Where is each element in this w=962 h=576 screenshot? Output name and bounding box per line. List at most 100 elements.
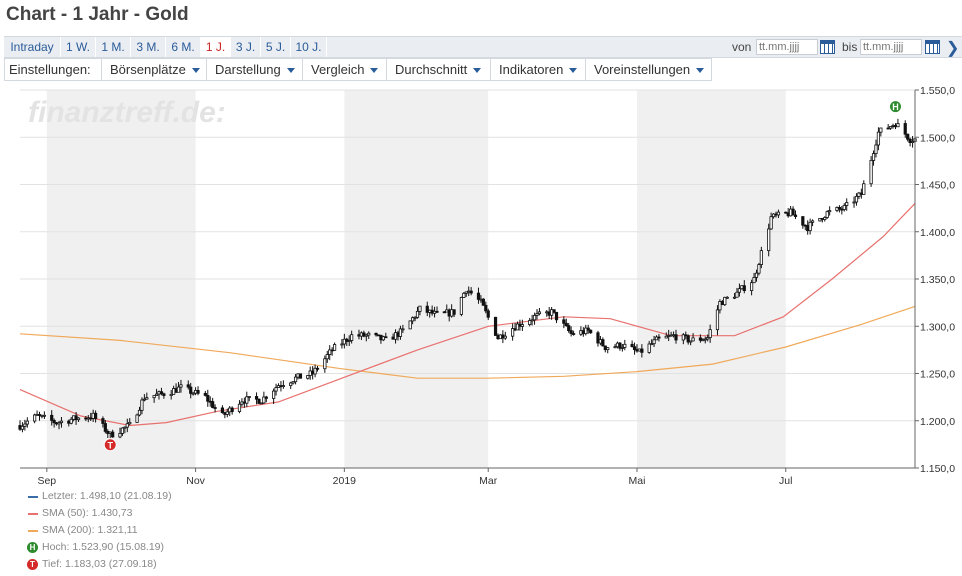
candle-body: [162, 393, 166, 396]
legend-item: H Hoch: 1.523,90 (15.08.19): [27, 539, 172, 556]
legend-swatch: [28, 513, 38, 515]
candle-body: [435, 310, 439, 313]
candle-body: [384, 336, 388, 339]
candle-body: [23, 423, 27, 427]
candle-body: [769, 216, 773, 230]
menu-darstellung[interactable]: Darstellung: [206, 59, 302, 80]
menu-indikatoren[interactable]: Indikatoren: [490, 59, 585, 80]
candle-body: [408, 320, 412, 330]
candle-body: [213, 407, 217, 409]
candle-body: [757, 264, 761, 274]
from-label: von: [732, 40, 752, 54]
tab-3-j[interactable]: 3 J.: [231, 37, 261, 57]
candle-body: [50, 414, 54, 421]
candle-body: [623, 343, 627, 348]
next-arrow-icon[interactable]: ❯: [946, 40, 960, 57]
candle-body: [462, 292, 466, 298]
period-tabbar: Intraday 1 W. 1 M. 3 M. 6 M. 1 J. 3 J. 5 J. 10 J…: [4, 36, 962, 58]
candle-body: [125, 423, 129, 428]
settings-bar: Einstellungen: Börsenplätze Darstellung Ve…: [4, 58, 712, 81]
tab-1-j[interactable]: 1 J.: [201, 37, 231, 57]
candle-body: [398, 328, 403, 337]
candle-body: [220, 407, 225, 414]
candle-body: [93, 412, 98, 420]
candle-body: [613, 346, 617, 349]
candle-body: [484, 304, 488, 312]
candle-body: [381, 336, 385, 341]
candle-body: [742, 285, 746, 291]
candle-body: [776, 211, 781, 216]
candle-body: [896, 123, 900, 128]
candle-body: [332, 344, 337, 351]
candle-body: [411, 317, 415, 322]
marker-label: H: [892, 102, 899, 112]
to-calendar-icon[interactable]: [925, 40, 940, 54]
y-tick-label: 1.200,0: [920, 416, 955, 428]
tab-1-m[interactable]: 1 M.: [96, 37, 131, 57]
candle-body: [735, 291, 739, 298]
page-title: Chart - 1 Jahr - Gold: [6, 4, 189, 25]
candle-body: [347, 340, 351, 342]
candle-body: [128, 421, 132, 425]
candle-body: [586, 327, 590, 331]
candle-body: [698, 337, 702, 341]
candle-body: [313, 367, 317, 375]
tab-3-m[interactable]: 3 M.: [131, 37, 166, 57]
candle-body: [520, 324, 524, 327]
caret-down-icon: [370, 68, 379, 74]
candle-body: [293, 376, 298, 383]
candle-body: [176, 386, 181, 393]
menu-durchschnitt[interactable]: Durchschnitt: [386, 59, 490, 80]
candle-body: [689, 340, 693, 343]
menu-label: Börsenplätze: [110, 62, 186, 77]
tab-10-j[interactable]: 10 J.: [291, 37, 327, 57]
candle-body: [652, 339, 656, 345]
candle-body: [123, 426, 127, 429]
candle-body: [650, 343, 654, 346]
from-date-input[interactable]: [756, 39, 818, 55]
menu-vergleich[interactable]: Vergleich: [302, 59, 386, 80]
candle-body: [425, 305, 429, 313]
candle-body: [135, 414, 139, 423]
menu-voreinstellungen[interactable]: Voreinstellungen: [585, 59, 713, 80]
menu-börsenplätze[interactable]: Börsenplätze: [101, 59, 206, 80]
tab-5-j[interactable]: 5 J.: [261, 37, 291, 57]
candle-body: [203, 392, 207, 396]
candle-body: [118, 432, 122, 438]
candle-body: [654, 336, 659, 341]
to-date-input[interactable]: [860, 39, 922, 55]
candle-body: [196, 390, 200, 394]
candle-body: [152, 395, 156, 399]
candle-body: [191, 392, 195, 395]
tab-6-m[interactable]: 6 M.: [166, 37, 201, 57]
candle-body: [401, 328, 405, 331]
tab-intraday[interactable]: Intraday: [4, 37, 61, 57]
caret-down-icon: [696, 68, 705, 74]
high-marker-icon: [888, 100, 902, 114]
low-marker-icon: T: [27, 559, 38, 570]
candle-body: [715, 309, 720, 331]
candle-body: [750, 282, 754, 291]
candle-body: [869, 159, 873, 185]
legend-text: SMA (50): 1.430,73: [42, 507, 133, 519]
candle-body: [874, 144, 878, 155]
candle-body: [823, 217, 827, 220]
candle-body: [759, 250, 763, 265]
candle-body: [154, 393, 159, 396]
y-tick-label: 1.400,0: [920, 227, 955, 239]
candle-body: [274, 387, 278, 392]
candle-body: [452, 309, 456, 315]
candle-body: [828, 210, 832, 213]
candle-body: [254, 396, 259, 400]
marker-label: T: [107, 440, 113, 450]
menu-label: Darstellung: [215, 62, 281, 77]
from-calendar-icon[interactable]: [820, 40, 835, 54]
candle-body: [674, 334, 678, 341]
tab-1-w[interactable]: 1 W.: [61, 37, 96, 57]
x-tick-label: 2019: [333, 475, 357, 487]
candle-body: [515, 323, 520, 331]
candle-body: [601, 339, 605, 347]
x-tick-label: Mar: [479, 475, 498, 487]
low-marker-icon: [103, 438, 117, 452]
candle-body: [169, 393, 173, 396]
